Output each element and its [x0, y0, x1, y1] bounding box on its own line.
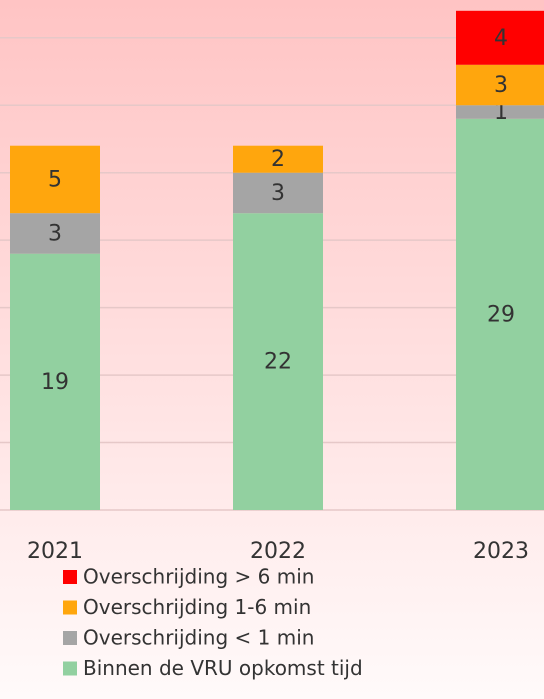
legend-swatch	[63, 600, 77, 615]
legend-swatch	[63, 631, 77, 645]
bar-segment	[233, 145, 323, 173]
data-label: 19	[41, 370, 69, 395]
data-label: 2	[271, 147, 285, 172]
legend-label: Overschrijding > 6 min	[83, 565, 314, 589]
bar-segment	[456, 105, 544, 119]
bar-segment	[233, 172, 323, 214]
bar-segment	[456, 118, 544, 510]
legend-label: Overschrijding 1-6 min	[83, 595, 311, 619]
bar-segment	[456, 64, 544, 106]
data-label: 3	[271, 181, 285, 206]
data-label: 1	[494, 100, 508, 125]
legend-label: Overschrijding < 1 min	[83, 626, 314, 650]
bar-segment	[233, 213, 323, 510]
x-tick-label: 2021	[27, 539, 83, 564]
data-label: 5	[48, 167, 62, 192]
x-tick-label: 2022	[250, 539, 306, 564]
data-label: 3	[48, 221, 62, 246]
legend-swatch	[63, 661, 77, 676]
legend-swatch	[63, 570, 77, 584]
legend-label: Binnen de VRU opkomst tijd	[83, 656, 363, 680]
data-label: 22	[264, 350, 292, 375]
bar-segment	[10, 253, 100, 510]
bar-segment	[456, 10, 544, 65]
x-tick-label: 2023	[473, 539, 529, 564]
data-label: 29	[487, 302, 515, 327]
data-label: 4	[494, 26, 508, 51]
bar-segment	[10, 145, 100, 214]
data-label: 3	[494, 73, 508, 98]
bar-segment	[10, 213, 100, 254]
